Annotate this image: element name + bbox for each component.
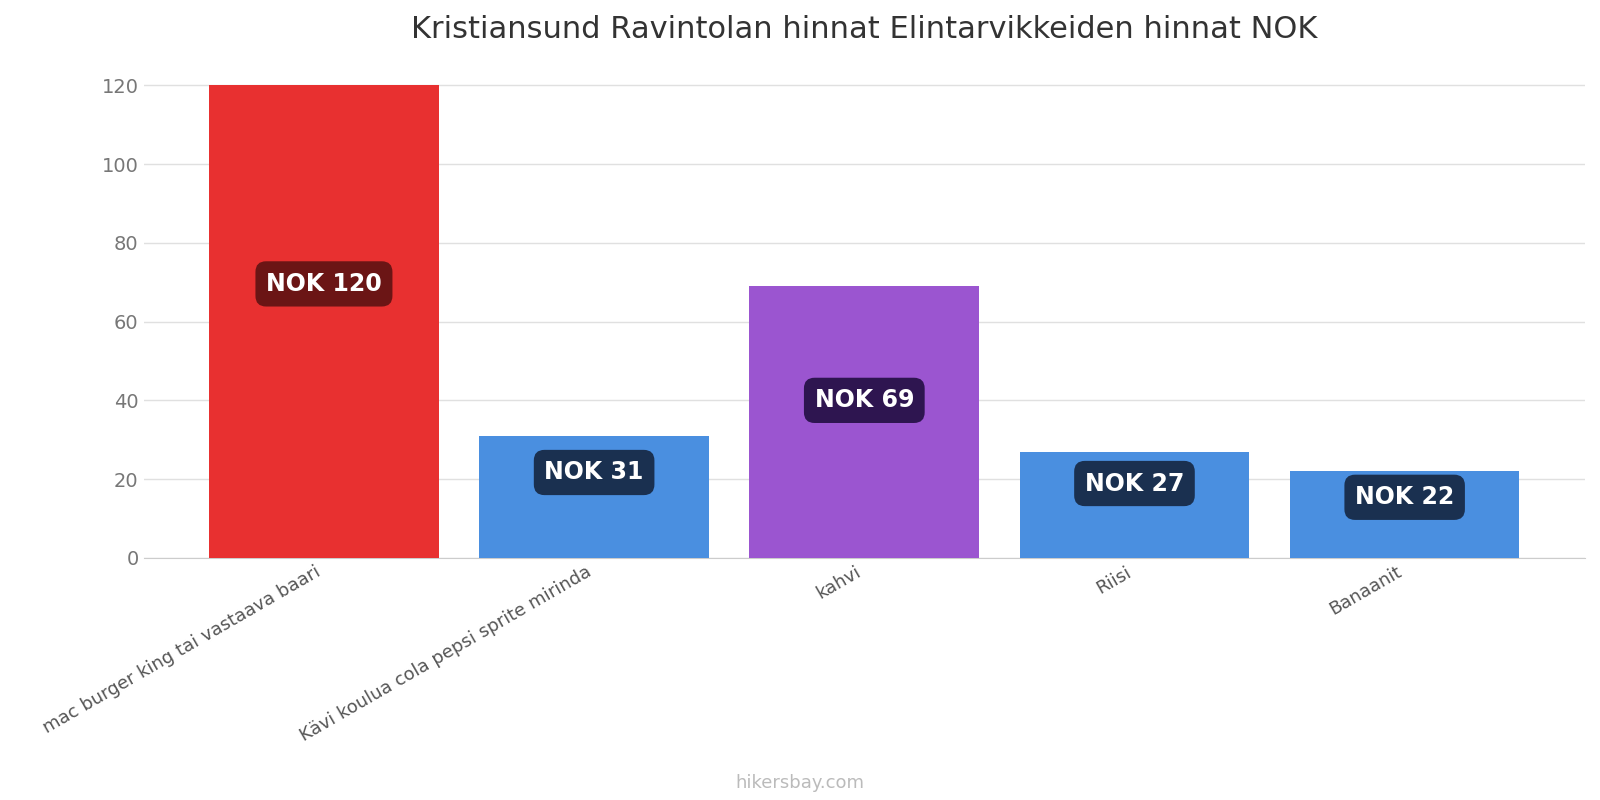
- Bar: [480, 436, 709, 558]
- Text: NOK 31: NOK 31: [544, 461, 643, 485]
- Text: NOK 69: NOK 69: [814, 388, 914, 412]
- Title: Kristiansund Ravintolan hinnat Elintarvikkeiden hinnat NOK: Kristiansund Ravintolan hinnat Elintarvi…: [411, 15, 1317, 44]
- Text: NOK 120: NOK 120: [266, 272, 382, 296]
- Bar: [749, 286, 979, 558]
- Bar: [210, 86, 438, 558]
- Bar: [1290, 471, 1520, 558]
- Text: NOK 27: NOK 27: [1085, 471, 1184, 495]
- Text: hikersbay.com: hikersbay.com: [736, 774, 864, 792]
- Bar: [1019, 452, 1250, 558]
- Text: NOK 22: NOK 22: [1355, 486, 1454, 510]
